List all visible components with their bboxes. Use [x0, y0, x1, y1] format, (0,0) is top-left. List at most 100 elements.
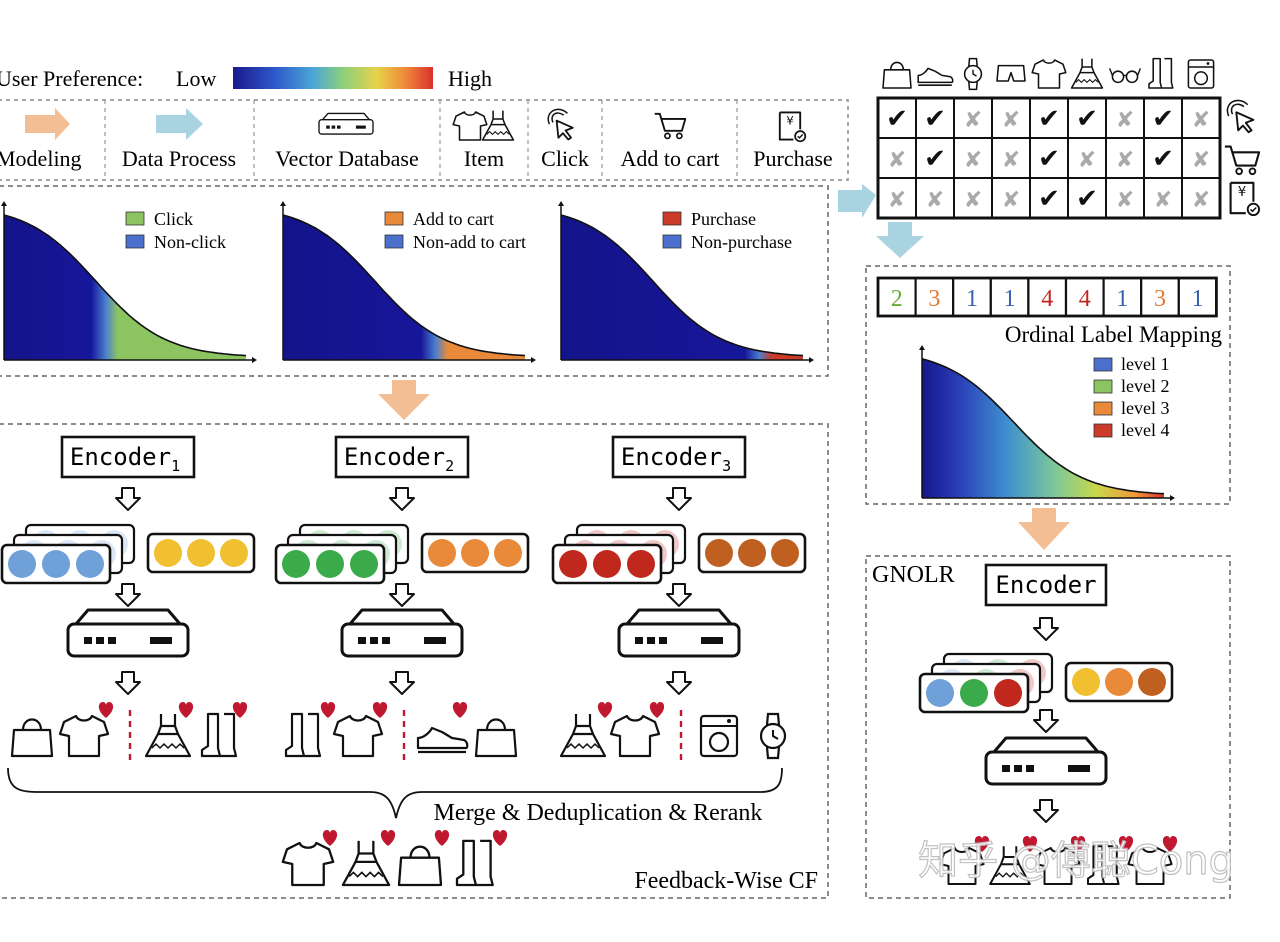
feedback-wise-cf-label: Feedback-Wise CF — [634, 868, 818, 894]
matrix-cell — [877, 177, 917, 219]
item-embedding-dot — [461, 539, 489, 567]
cross-mark: ✘ — [1116, 108, 1134, 133]
legend-negative-label: Non-purchase — [691, 232, 792, 252]
preference-low-label: Low — [176, 66, 216, 91]
item-embedding-dot — [494, 539, 522, 567]
check-mark: ✔ — [1038, 184, 1060, 214]
item-embedding-dot — [187, 539, 215, 567]
flow-arrow — [1033, 617, 1059, 641]
cross-mark: ✘ — [1154, 188, 1172, 213]
legend-swatch-negative — [662, 234, 682, 249]
embedding-dot — [593, 550, 621, 578]
vector-database-icon — [66, 608, 190, 658]
matrix-cell — [1181, 137, 1221, 179]
level-label: level 3 — [1121, 398, 1169, 418]
item-embedding-dot — [220, 539, 248, 567]
distribution-curve — [3, 214, 247, 357]
gnolr-pipeline: Encoder — [918, 563, 1178, 885]
data-process-arrow-down — [876, 222, 924, 258]
tshirt-icon — [609, 714, 661, 758]
item-embedding-dot — [705, 539, 733, 567]
cross-mark: ✘ — [888, 188, 906, 213]
feedback-distributions: Click Non-click Add to cart Non-add to cart… — [1, 201, 814, 363]
cross-mark: ✘ — [1002, 148, 1020, 173]
arrow-right-blue-icon — [156, 108, 203, 140]
boots-icon — [284, 712, 322, 758]
legend-swatch-positive — [384, 211, 404, 226]
embedding-dot — [960, 679, 988, 707]
embedding-dot — [926, 679, 954, 707]
distribution-area — [283, 215, 525, 360]
legend-item-add-to-cart: Add to cart — [621, 146, 720, 171]
watermark: 知乎 @傅聪Cong — [918, 838, 1234, 884]
matrix-cell — [991, 177, 1031, 219]
cross-mark: ✘ — [1192, 148, 1210, 173]
encoder-label: Encoder3 — [621, 443, 731, 475]
washer-icon — [1187, 59, 1215, 89]
legend-swatch-negative — [384, 234, 404, 249]
washer-icon — [699, 714, 739, 758]
ordinal-area — [922, 358, 1164, 498]
encoder-box — [60, 435, 196, 479]
ordinal-label: 1 — [1004, 286, 1016, 312]
watch-icon — [963, 57, 983, 91]
cross-mark: ✘ — [888, 148, 906, 173]
encoder-label: Encoder1 — [70, 443, 180, 475]
legend-swatch-negative — [125, 234, 145, 249]
ordinal-label: 4 — [1079, 286, 1091, 312]
flow-arrow — [389, 671, 415, 695]
item-embedding-dot — [771, 539, 799, 567]
matrix-cell — [1105, 137, 1145, 179]
bag-icon — [474, 718, 518, 758]
flow-arrow — [666, 583, 692, 607]
ordinal-label: 3 — [1154, 286, 1166, 312]
shorts-icon — [996, 64, 1026, 82]
boots-icon — [200, 712, 238, 758]
legend-item-vector-database: Vector Database — [275, 146, 419, 171]
boots-icon — [1148, 57, 1174, 89]
encoder-subscript: 3 — [722, 457, 731, 475]
item-embedding-dot — [428, 539, 456, 567]
flow-arrow — [1033, 799, 1059, 823]
vector-database-icon — [984, 736, 1108, 786]
flow-arrow — [1033, 709, 1059, 733]
interaction-matrix: ✔ ✔ ✘ ✘ ✔ ✔ ✘ ✔ ✘ ✘ ✔ ✘ ✘ ✔ ✘ ✘ ✔ ✘ ✘ ✘ ✘ ✘ ✔ ✔ ✘ ✘ ✘ — [876, 57, 1261, 220]
bag-icon — [10, 718, 54, 758]
flow-arrow — [115, 671, 141, 695]
embedding-dot — [282, 550, 310, 578]
receipt-icon — [1229, 181, 1261, 217]
cross-mark: ✘ — [1192, 188, 1210, 213]
ordinal-curve — [921, 358, 1165, 495]
heart-icon — [322, 830, 338, 846]
ordinal-title: Ordinal Label Mapping — [1005, 322, 1223, 347]
ordinal-panel — [865, 265, 1231, 505]
legend-item-modeling: Modeling — [0, 146, 82, 171]
x-axis-arrow — [1170, 495, 1175, 501]
cross-mark: ✘ — [1002, 108, 1020, 133]
y-axis-arrow — [280, 201, 286, 206]
embedding-dot — [559, 550, 587, 578]
encoder-box — [334, 435, 470, 479]
dress-icon — [559, 712, 607, 758]
tshirt-icon — [281, 841, 335, 887]
embedding-dot — [76, 550, 104, 578]
heart-icon — [380, 830, 396, 846]
cross-mark: ✘ — [1116, 188, 1134, 213]
x-axis-arrow — [531, 357, 536, 363]
item-embedding-dot — [154, 539, 182, 567]
encoder-subscript: 1 — [171, 457, 180, 475]
vector-database-icon — [617, 608, 741, 658]
heart-icon — [320, 702, 336, 718]
heart-icon — [452, 702, 468, 718]
tshirt-icon — [332, 714, 384, 758]
item-embedding-dot — [738, 539, 766, 567]
legend-swatch-positive — [662, 211, 682, 226]
cross-mark: ✘ — [964, 148, 982, 173]
distribution-curve — [282, 214, 526, 357]
encoder-box — [611, 435, 747, 479]
check-mark: ✔ — [1076, 104, 1098, 134]
check-mark: ✔ — [1152, 104, 1174, 134]
sneaker-icon — [416, 726, 469, 754]
matrix-cell — [1181, 97, 1221, 139]
